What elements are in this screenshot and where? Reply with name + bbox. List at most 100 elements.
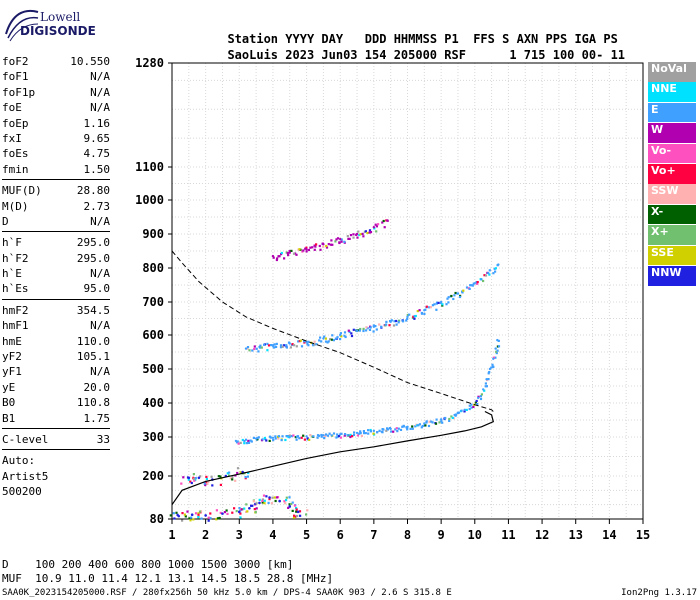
echo-point xyxy=(197,513,200,516)
param-name: yF2 xyxy=(2,350,22,364)
echo-point xyxy=(427,424,431,428)
echo-point xyxy=(441,303,444,306)
echo-point xyxy=(275,258,278,262)
echo-point xyxy=(219,511,222,514)
echo-point xyxy=(288,434,291,437)
data-point xyxy=(372,429,376,433)
echo-point xyxy=(261,499,264,502)
auto-version: 500200 xyxy=(2,485,42,499)
echo-point xyxy=(253,508,256,511)
echo-point xyxy=(495,352,498,355)
echo-point xyxy=(406,317,409,320)
echo-point xyxy=(295,253,298,256)
echo-point xyxy=(299,514,302,517)
echo-point xyxy=(363,432,366,435)
echo-point xyxy=(175,511,178,514)
data-point xyxy=(305,248,308,251)
echo-point xyxy=(332,339,335,342)
echo-point xyxy=(211,484,214,487)
echo-point xyxy=(295,510,298,513)
echo-point xyxy=(194,477,197,480)
x-tick-label: 12 xyxy=(535,528,549,542)
header-value: Jun03 xyxy=(321,48,358,62)
echo-point xyxy=(209,512,212,515)
echo-point xyxy=(394,428,397,431)
auto-software: Artist5 xyxy=(2,469,49,483)
echo-point xyxy=(491,363,494,366)
echo-point xyxy=(325,246,329,249)
echo-point xyxy=(257,350,260,353)
header-label: P1 xyxy=(444,32,459,46)
echo-point xyxy=(219,483,222,486)
echo-point xyxy=(305,246,308,249)
polarization-legend: NoVal NNE E W Vo- Vo+ SSW X- X+ SSE NNW xyxy=(648,62,696,286)
echo-point xyxy=(448,419,451,422)
echo-point xyxy=(454,291,457,295)
echo-point xyxy=(388,324,391,327)
echo-point xyxy=(325,244,328,248)
echo-point xyxy=(295,438,298,441)
echo-point xyxy=(190,481,193,485)
data-point xyxy=(481,388,485,391)
echo-point xyxy=(215,509,218,512)
echo-point xyxy=(317,434,321,437)
header-labels-row: Station YYYY DAY DDD HHMMSS P1 FFS S AXN… xyxy=(213,18,617,46)
echo-point xyxy=(231,478,234,481)
data-point xyxy=(204,514,207,517)
echo-point xyxy=(347,329,350,332)
echo-point xyxy=(343,331,347,334)
echo-point xyxy=(412,315,415,318)
echo-point xyxy=(445,303,448,306)
echo-point xyxy=(322,245,325,248)
echo-point xyxy=(268,498,271,501)
echo-point xyxy=(319,248,322,251)
echo-point xyxy=(364,432,367,435)
echo-point xyxy=(295,345,298,348)
data-point xyxy=(244,438,248,441)
echo-point xyxy=(493,267,496,270)
y-tick-label: 700 xyxy=(142,295,164,309)
data-point xyxy=(237,510,241,514)
echo-point xyxy=(377,223,380,226)
legend-item: X+ xyxy=(648,225,696,245)
echo-point xyxy=(423,312,426,315)
echo-point xyxy=(476,403,479,406)
echo-point xyxy=(192,518,195,521)
echo-point xyxy=(351,435,354,438)
echo-point xyxy=(247,471,250,475)
echo-point xyxy=(357,329,360,332)
echo-point xyxy=(365,326,368,329)
echo-point xyxy=(460,409,463,412)
echo-point xyxy=(352,236,355,239)
echo-point xyxy=(233,507,236,510)
echo-point xyxy=(194,512,198,515)
x-tick-label: 10 xyxy=(468,528,482,542)
param-row: h`E N/A xyxy=(2,266,110,281)
echo-point xyxy=(245,510,248,513)
echo-point xyxy=(331,243,334,246)
echo-point xyxy=(327,340,330,343)
echo-point xyxy=(206,482,209,485)
echo-point xyxy=(381,221,384,224)
echo-point xyxy=(343,334,346,337)
echo-point xyxy=(303,438,306,441)
y-tick-label: 500 xyxy=(142,362,164,376)
header-label: YYYY xyxy=(285,32,315,46)
echo-point xyxy=(468,287,471,290)
echo-point xyxy=(480,278,483,281)
echo-point xyxy=(293,514,296,517)
data-point xyxy=(248,506,251,510)
echo-point xyxy=(349,435,352,439)
echo-point xyxy=(416,310,419,313)
echo-point xyxy=(239,512,242,515)
echo-point xyxy=(479,395,482,398)
echo-point xyxy=(458,295,462,299)
echo-point xyxy=(274,437,277,440)
echo-point xyxy=(372,432,375,435)
echo-point xyxy=(346,235,349,238)
distance-label: D xyxy=(2,558,9,571)
echo-point xyxy=(362,329,365,333)
echo-point xyxy=(303,340,306,343)
echo-point xyxy=(368,231,371,234)
muf-values: 10.9 11.0 11.4 12.1 13.1 14.5 18.5 28.8 xyxy=(35,572,294,585)
